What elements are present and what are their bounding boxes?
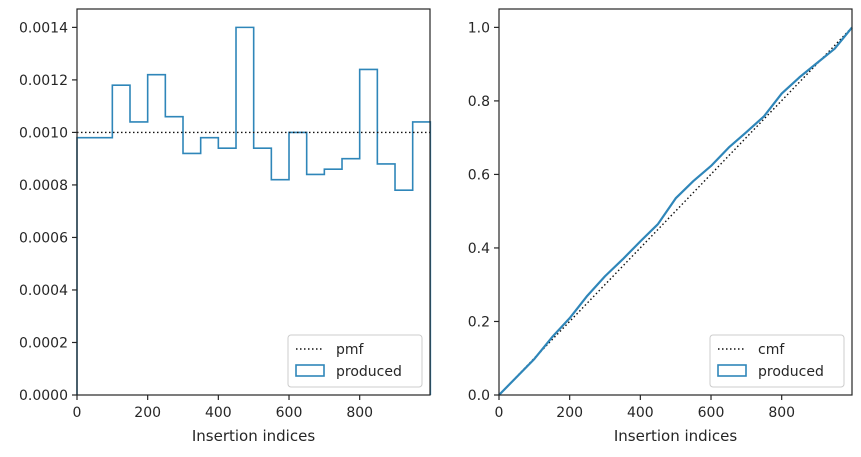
y-tick-label: 0.0012 bbox=[19, 73, 68, 89]
legend-produced-label: produced bbox=[336, 364, 402, 380]
legend-produced-label: produced bbox=[758, 364, 824, 380]
y-tick-label: 0.0000 bbox=[19, 388, 68, 404]
legend-box bbox=[287, 334, 423, 388]
y-tick-label: 0.0014 bbox=[19, 20, 68, 36]
axes-frame bbox=[76, 8, 431, 396]
legend-reference-label: pmf bbox=[336, 342, 365, 358]
x-tick-label: 200 bbox=[556, 405, 583, 421]
x-tick-label: 0 bbox=[495, 405, 504, 421]
x-tick-label: 600 bbox=[698, 405, 725, 421]
x-axis-label: Insertion indices bbox=[614, 427, 737, 445]
x-axis-label: Insertion indices bbox=[192, 427, 315, 445]
legend-reference-label: cmf bbox=[758, 342, 785, 358]
legend: pmf produced bbox=[287, 334, 423, 388]
x-tick-label: 400 bbox=[205, 405, 232, 421]
legend: cmf produced bbox=[709, 334, 845, 388]
legend-produced-swatch bbox=[295, 364, 325, 377]
y-tick-label: 0.0006 bbox=[19, 230, 68, 246]
x-tick-label: 800 bbox=[346, 405, 373, 421]
x-tick-label: 600 bbox=[276, 405, 303, 421]
x-tick-label: 0 bbox=[73, 405, 82, 421]
produced-cumulative-line bbox=[498, 26, 853, 396]
y-tick-label: 0.2 bbox=[468, 314, 490, 330]
y-tick-label: 0.0002 bbox=[19, 335, 68, 351]
produced-histogram-step bbox=[76, 26, 432, 395]
y-tick-label: 0.0 bbox=[468, 388, 490, 404]
y-tick-label: 0.6 bbox=[468, 167, 490, 183]
chart-panel-1: 0 200 400 600 800 0.0000 0.0002 0.0004 0.0006 0.0… bbox=[19, 8, 432, 445]
x-tick-label: 800 bbox=[768, 405, 795, 421]
y-tick-label: 1.0 bbox=[468, 20, 490, 36]
y-tick-label: 0.4 bbox=[468, 241, 490, 257]
y-tick-label: 0.0010 bbox=[19, 125, 68, 141]
y-tick-label: 0.0004 bbox=[19, 283, 68, 299]
x-tick-label: 200 bbox=[134, 405, 161, 421]
axes-frame bbox=[498, 8, 853, 396]
cmf-reference-line bbox=[498, 26, 853, 396]
y-tick-label: 0.0008 bbox=[19, 178, 68, 194]
x-tick-label: 400 bbox=[627, 405, 654, 421]
chart-panel-2: 0 200 400 600 800 0.0 0.2 0.4 0.6 0.8 1.0 Insertion… bbox=[468, 8, 853, 445]
y-tick-label: 0.8 bbox=[468, 94, 490, 110]
legend-box bbox=[709, 334, 845, 388]
legend-produced-swatch bbox=[717, 364, 747, 377]
